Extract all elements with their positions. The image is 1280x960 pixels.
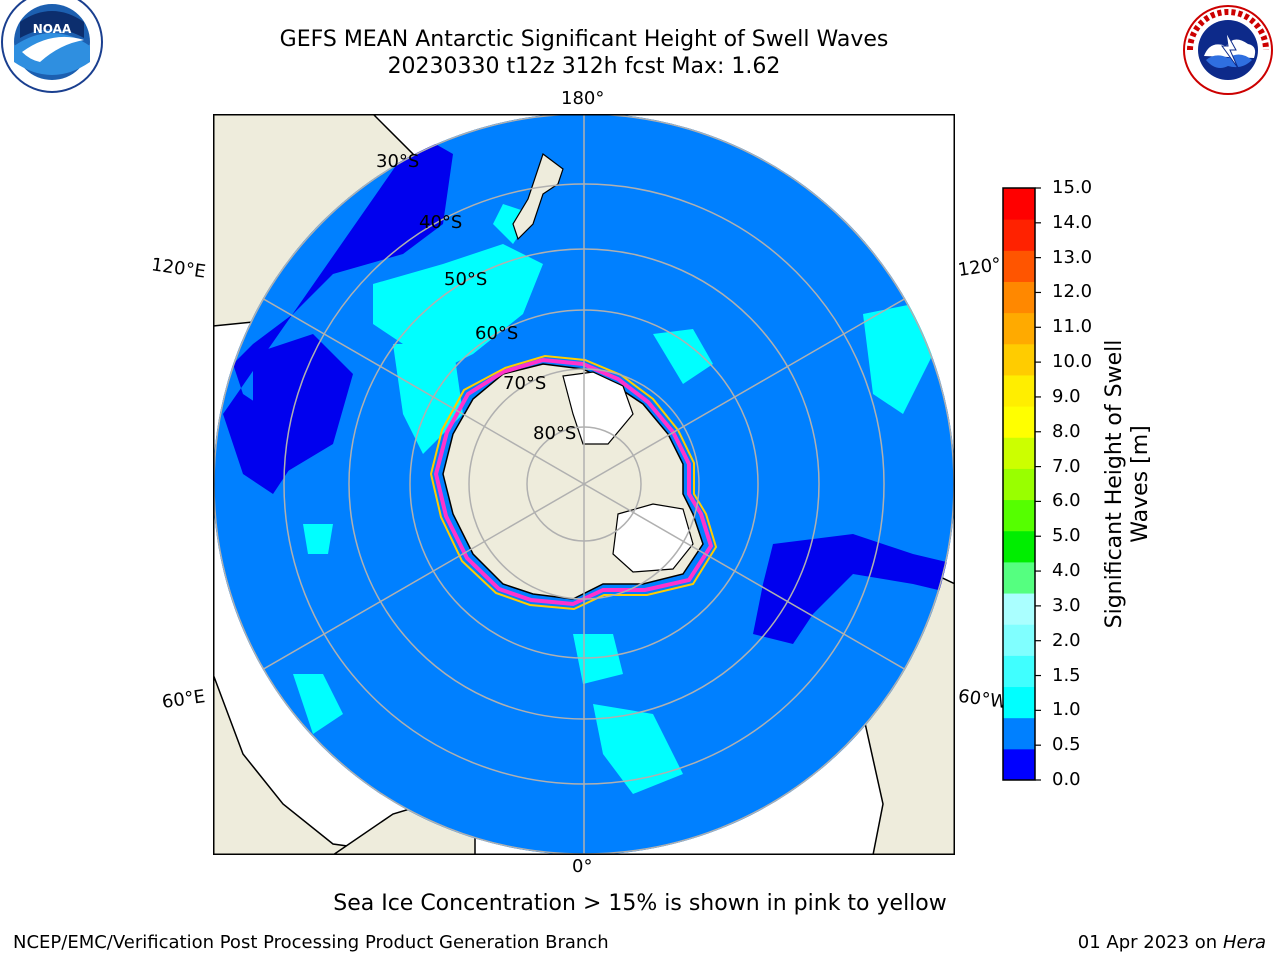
lon-label-left-upper: 120°E (149, 254, 207, 283)
colorbar-swatch (1003, 468, 1035, 501)
colorbar-swatch (1003, 312, 1035, 345)
moderate-swell-area (593, 704, 683, 794)
colorbar-tick-label: 12.0 (1052, 281, 1093, 303)
sea-ice-edge-outer (429, 354, 718, 611)
colorbar-tick-label: 7.0 (1052, 455, 1081, 477)
lon-label-top: 180° (561, 88, 605, 109)
moderate-swell-area (303, 524, 333, 554)
colorbar-swatch (1003, 188, 1035, 220)
colorbar-tick-label: 1.0 (1052, 699, 1081, 721)
colorbar-swatches (1003, 188, 1035, 781)
colorbar (1002, 187, 1041, 781)
colorbar-swatch (1003, 655, 1035, 688)
moderate-swell-area (653, 329, 713, 384)
nws-logo (1183, 5, 1273, 95)
colorbar-border (1002, 187, 1036, 781)
colorbar-swatch (1003, 686, 1035, 719)
low-swell-area (223, 134, 453, 494)
lat-label-40s: 40°S (419, 212, 463, 233)
colorbar-tick-label: 15.0 (1052, 177, 1093, 198)
colorbar-tick-label: 4.0 (1052, 560, 1081, 582)
colorbar-tick-label: 5.0 (1052, 525, 1081, 547)
lon-label-bottom: 0° (572, 856, 593, 877)
ross-ice-shelf (562, 371, 634, 445)
sea-ice-note: Sea Ice Concentration > 15% is shown in … (333, 891, 947, 916)
low-swell-area (253, 334, 353, 474)
lat-label-80s: 80°S (533, 423, 577, 444)
moderate-swell-area (293, 674, 343, 734)
weddell-ice-shelf (612, 503, 694, 573)
colorbar-swatch (1003, 374, 1035, 407)
colorbar-swatch (1003, 437, 1035, 469)
footer-date: 01 Apr 2023 on Hera (1078, 932, 1266, 954)
moderate-swell-area (393, 344, 463, 454)
colorbar-tick-label: 10.0 (1052, 351, 1093, 373)
colorbar-label: Significant Height of Swell Waves [m] (1102, 339, 1153, 629)
colorbar-tick-label: 14.0 (1052, 211, 1093, 233)
moderate-swell-area (373, 244, 543, 374)
colorbar-tick-label: 11.0 (1052, 316, 1093, 338)
colorbar-tick-label: 3.0 (1052, 594, 1081, 616)
footer-credit: NCEP/EMC/Verification Post Processing Pr… (13, 932, 609, 953)
moderate-swell-area (863, 304, 933, 414)
colorbar-swatch (1003, 343, 1035, 376)
colorbar-tick-label: 2.0 (1052, 629, 1081, 651)
colorbar-tick-label: 8.0 (1052, 420, 1081, 442)
svg-text:NOAA: NOAA (33, 22, 72, 36)
colorbar-swatch (1003, 250, 1035, 282)
noaa-logo: NOAA (1, 0, 103, 93)
colorbar-swatch (1003, 530, 1035, 563)
lat-label-60s: 60°S (475, 323, 519, 344)
map-border (213, 114, 955, 855)
lat-label-30s: 30°S (376, 151, 420, 172)
chart-title: GEFS MEAN Antarctic Significant Height o… (279, 27, 889, 52)
colorbar-tick-label: 9.0 (1052, 385, 1081, 407)
sea-ice-edge (433, 357, 714, 607)
colorbar-swatch (1003, 281, 1035, 314)
colorbar-swatch (1003, 406, 1035, 438)
moderate-swell-area (573, 634, 623, 684)
lon-label-left-lower: 60°E (160, 686, 207, 713)
low-swell-area (753, 534, 955, 644)
southern-africa-land (213, 673, 414, 855)
new-zealand-land (512, 153, 564, 241)
colorbar-tick-label: 13.0 (1052, 246, 1093, 268)
footer-date-text: 01 Apr 2023 on (1077, 932, 1223, 953)
colorbar-tick-label: 0.5 (1052, 734, 1081, 756)
polar-map (213, 114, 955, 855)
colorbar-swatch (1003, 219, 1035, 251)
colorbar-swatch (1003, 717, 1035, 750)
colorbar-swatch (1003, 624, 1035, 656)
colorbar-tick-label: 1.5 (1052, 664, 1081, 686)
colorbar-tick-label: 0.0 (1052, 769, 1081, 790)
chart-subtitle: 20230330 t12z 312h fcst Max: 1.62 (387, 54, 781, 79)
colorbar-swatch (1003, 499, 1035, 532)
colorbar-swatch (1003, 748, 1035, 781)
colorbar-tick-marks (1035, 187, 1041, 781)
meridian-lines (213, 114, 955, 855)
colorbar-swatch (1003, 593, 1035, 625)
colorbar-swatch (1003, 561, 1035, 594)
lat-label-70s: 70°S (503, 373, 547, 394)
footer-machine: Hera (1222, 932, 1266, 953)
colorbar-tick-label: 6.0 (1052, 490, 1081, 512)
lat-label-50s: 50°S (444, 269, 488, 290)
